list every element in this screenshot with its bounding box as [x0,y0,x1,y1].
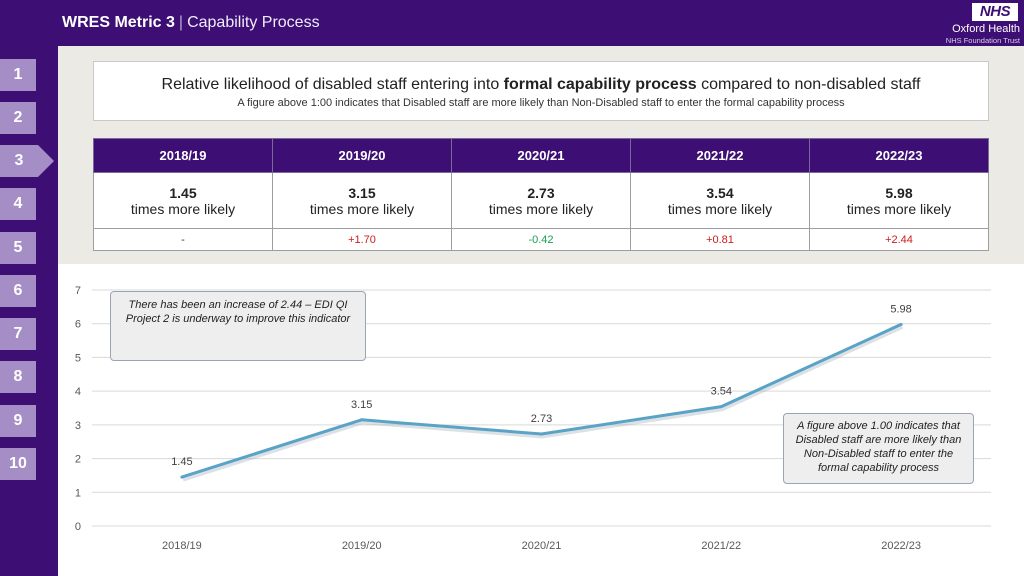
nav-item-2[interactable]: 2 [0,102,36,134]
value-unit: times more likely [130,200,236,217]
year-header: 2022/23 [809,138,989,173]
change-cell: +2.44 [809,228,989,251]
y-tick-label: 1 [75,487,81,499]
summary-table: 2018/19 2019/20 2020/21 2021/22 2022/23 … [93,138,989,251]
title-separator: | [178,14,184,31]
data-label: 1.45 [171,456,192,468]
nav-item-7[interactable]: 7 [0,318,36,350]
value-unit: times more likely [667,200,773,217]
headline-subline: A figure above 1:00 indicates that Disab… [237,97,845,109]
year-header: 2021/22 [630,138,810,173]
table-change-row: - +1.70 -0.42 +0.81 +2.44 [93,228,989,251]
y-tick-label: 4 [75,386,81,398]
data-point [719,405,723,409]
y-tick-label: 5 [75,352,81,364]
x-tick-label: 2020/21 [522,540,562,552]
data-label: 5.98 [890,303,911,315]
value-cell: 3.54 times more likely [630,172,810,229]
nhs-logo: NHS [972,3,1018,21]
nav-item-5[interactable]: 5 [0,232,36,264]
nav-item-10[interactable]: 10 [0,448,36,480]
nav-item-9[interactable]: 9 [0,405,36,437]
header-bar: WRES Metric 3 | Capability Process NHS Oxf… [0,0,1024,46]
headline: Relative likelihood of disabled staff en… [94,76,988,94]
x-tick-label: 2021/22 [701,540,741,552]
table-header-row: 2018/19 2019/20 2020/21 2021/22 2022/23 [93,138,989,173]
y-tick-label: 7 [75,285,81,297]
value-unit: times more likely [846,200,952,217]
data-point [540,432,543,436]
value-cell: 1.45 times more likely [93,172,273,229]
value-cell: 3.15 times more likely [272,172,452,229]
nav-item-1[interactable]: 1 [0,59,36,91]
x-tick-label: 2019/20 [342,540,382,552]
y-tick-label: 6 [75,319,81,331]
value-unit: times more likely [309,200,415,217]
value-cell: 5.98 times more likely [809,172,989,229]
series-line-shadow [182,324,904,482]
threshold-note: A figure above 1.00 indicates that Disab… [783,413,974,484]
value-number: 5.98 [885,184,913,201]
org-subtitle: NHS Foundation Trust [945,36,1020,45]
metric-title: WRES Metric 3 [62,14,175,31]
nav-item-8[interactable]: 8 [0,361,36,393]
headline-prefix: Relative likelihood of disabled staff en… [161,76,504,93]
nav-item-3[interactable]: 3 [0,145,54,177]
data-point [180,475,184,479]
value-unit: times more likely [488,200,594,217]
x-tick-label: 2018/19 [162,540,202,552]
increase-note: There has been an increase of 2.44 – EDI… [110,291,366,361]
value-number: 2.73 [527,184,555,201]
table-value-row: 1.45 times more likely 3.15 times more lik… [93,172,989,229]
sidebar-nav [0,46,58,576]
nav-item-4[interactable]: 4 [0,188,36,220]
data-label: 3.15 [351,399,372,411]
value-number: 3.15 [348,184,376,201]
year-header: 2020/21 [451,138,631,173]
y-tick-label: 3 [75,420,81,432]
x-tick-label: 2022/23 [881,540,921,552]
change-cell: -0.42 [451,228,631,251]
page-title: WRES Metric 3 | Capability Process [62,14,320,32]
change-cell: +0.81 [630,228,810,251]
value-cell: 2.73 times more likely [451,172,631,229]
data-point [360,418,364,422]
data-point [899,322,903,326]
change-cell: - [93,228,273,251]
headline-box: Relative likelihood of disabled staff en… [93,61,989,121]
year-header: 2019/20 [272,138,452,173]
org-name: Oxford Health [952,23,1020,35]
data-label: 2.73 [531,413,552,425]
page-subtitle: Capability Process [187,14,320,31]
headline-suffix: compared to non-disabled staff [696,76,921,93]
y-tick-label: 2 [75,454,81,466]
nav-item-6[interactable]: 6 [0,275,36,307]
change-cell: +1.70 [272,228,452,251]
y-tick-label: 0 [75,521,81,533]
value-number: 3.54 [706,184,734,201]
value-number: 1.45 [169,184,197,201]
data-label: 3.54 [711,386,732,398]
year-header: 2018/19 [93,138,273,173]
headline-bold: formal capability process [503,76,697,93]
trend-line-chart: 0 1 2 3 4 5 6 7 2018/19 2019/20 2020/21 2021/22 2022… [75,285,991,552]
